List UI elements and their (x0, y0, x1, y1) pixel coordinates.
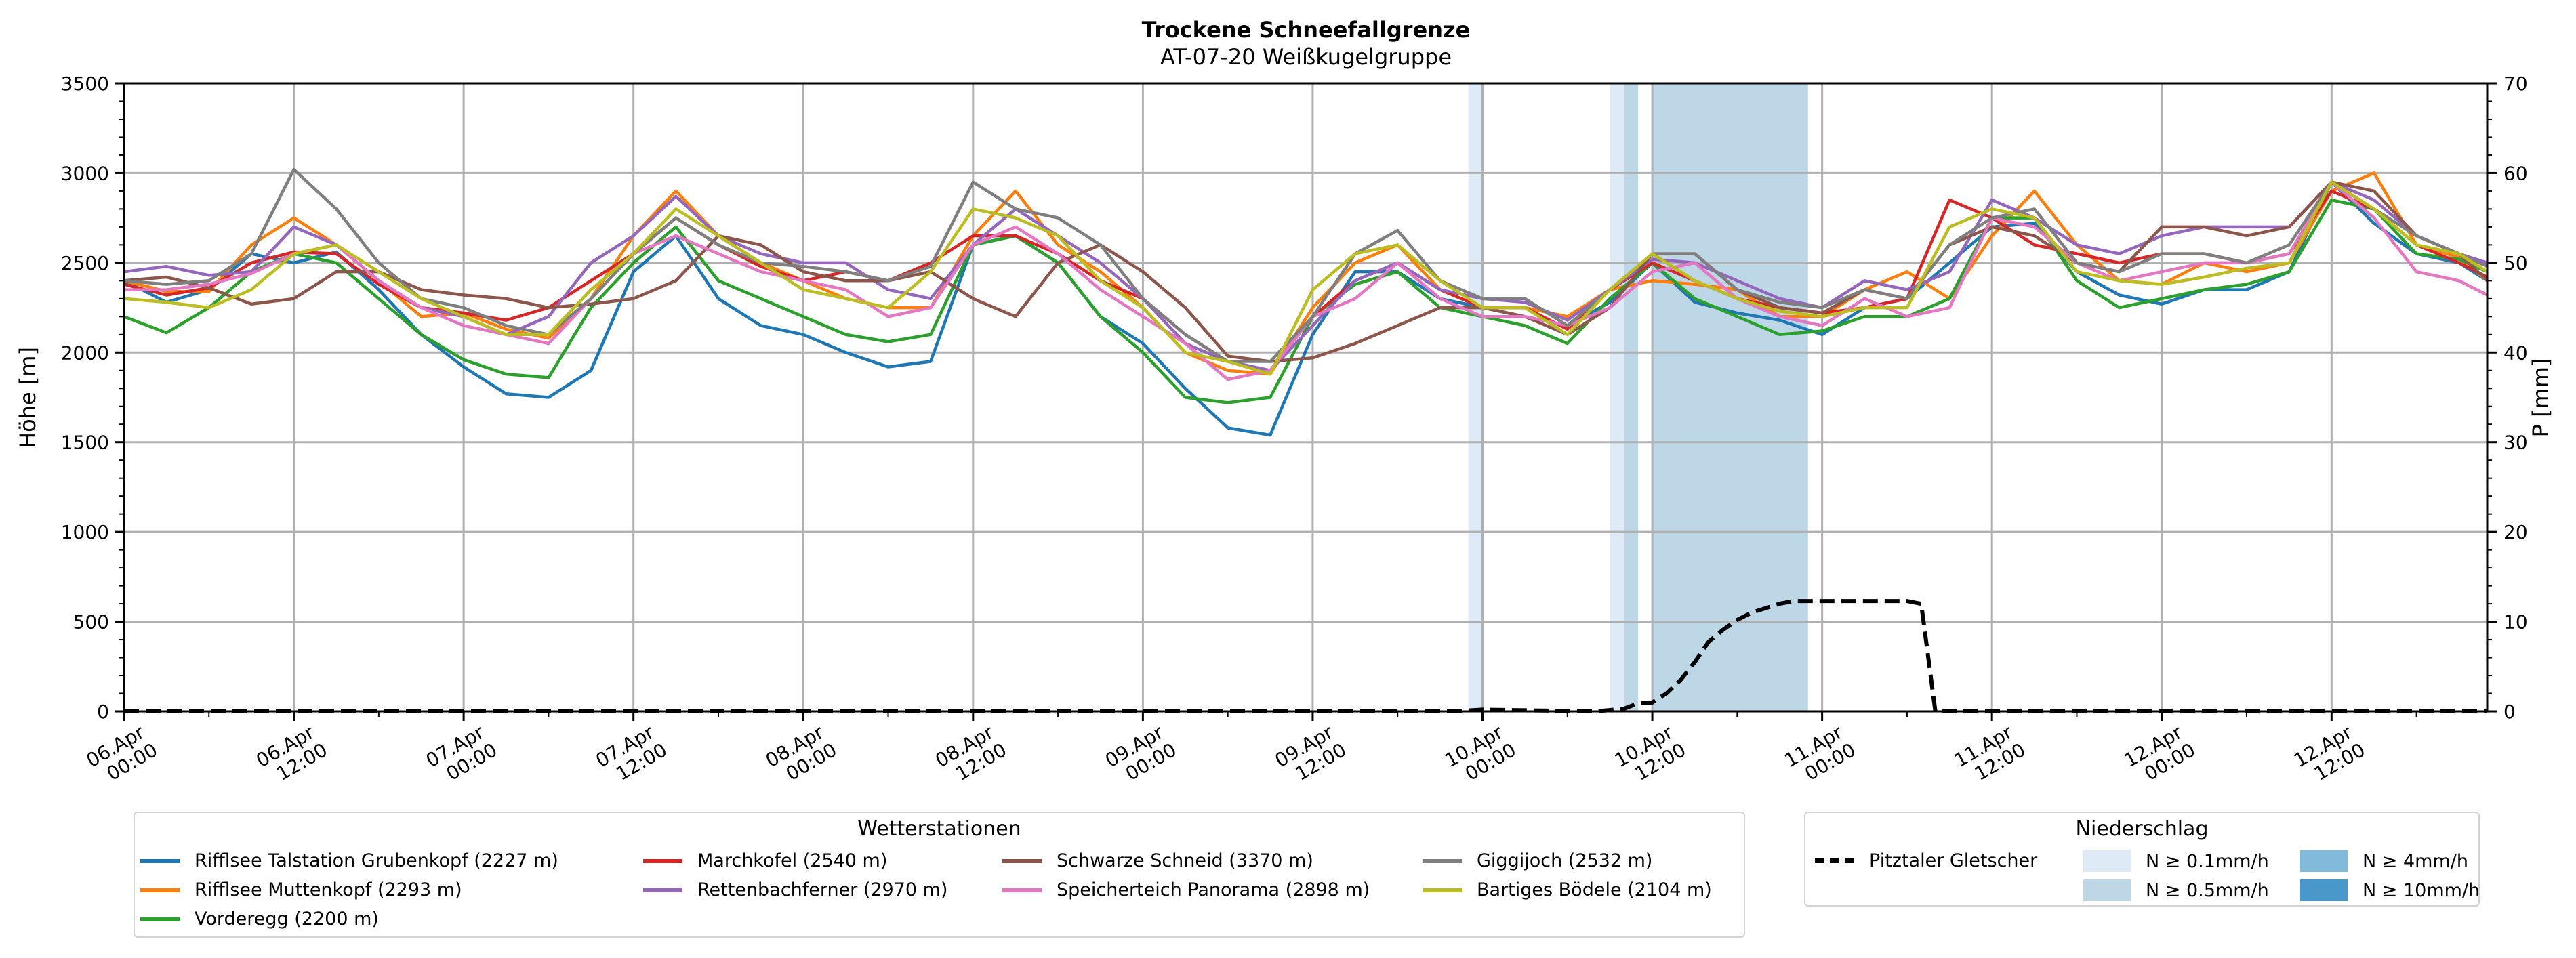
legend-item-station: Speicherteich Panorama (2898 m) (1002, 879, 1370, 900)
legend-label: N ≥ 4mm/h (2363, 850, 2468, 872)
legend-item-station: Bartiges Bödele (2104 m) (1423, 879, 1712, 900)
series-lines (123, 167, 2489, 437)
y-tick-label: 3500 (61, 72, 109, 95)
line-swatch (140, 858, 180, 863)
axes: 0 500 1000 1500 2000 2500 3000 3500 0 10 20 30 40 50 6… (61, 72, 2528, 785)
legend-label: Marchkofel (2540 m) (697, 850, 888, 871)
series-line-1 (123, 180, 2489, 437)
chart-subtitle: AT-07-20 Weißkugelgruppe (1160, 44, 1452, 70)
color-patch (2300, 879, 2348, 901)
line-swatch (1423, 858, 1462, 863)
y-right-tick-label: 0 (2503, 701, 2516, 723)
precip-line (124, 599, 2487, 714)
legend-item-station: Marchkofel (2540 m) (643, 850, 887, 871)
legend-item-precip-level: N ≥ 0.5mm/h (2083, 879, 2269, 901)
series-line-9 (123, 180, 2489, 376)
legend-label: Speicherteich Panorama (2898 m) (1057, 879, 1370, 900)
line-swatch (1423, 888, 1462, 892)
line-swatch (643, 888, 682, 892)
legend-label: Schwarze Schneid (3370 m) (1057, 850, 1313, 871)
legend-label: Giggijoch (2532 m) (1477, 850, 1653, 871)
legend-label: Rettenbachferner (2970 m) (697, 879, 948, 900)
legend-item-station: Schwarze Schneid (3370 m) (1002, 850, 1313, 871)
y-right-tick-label: 60 (2503, 162, 2528, 184)
y-axis-label: Höhe [m] (15, 347, 41, 449)
chart-title: Trockene Schneefallgrenze (1142, 17, 1471, 43)
precip-line-pitztaler-gletscher (124, 599, 2487, 714)
y-tick-label: 1500 (61, 432, 109, 454)
y-right-tick-label: 30 (2503, 432, 2528, 454)
dashed-line-swatch (1815, 858, 1854, 863)
y-tick-label: 500 (73, 611, 109, 633)
color-patch (2300, 850, 2348, 872)
legend-label: N ≥ 0.1mm/h (2146, 850, 2269, 872)
y-tick-label: 1000 (61, 521, 109, 543)
legend-precip-title: Niederschlag (2075, 817, 2209, 841)
series-line-5 (123, 180, 2488, 373)
line-swatch (1002, 888, 1042, 892)
legend-label: Rifflsee Talstation Grubenkopf (2227 m) (195, 850, 558, 871)
plot-frame (123, 82, 2489, 713)
legend-label: Rifflsee Muttenkopf (2293 m) (195, 879, 462, 900)
legend-stations-title: Wetterstationen (857, 817, 1021, 841)
y-tick-label: 2000 (61, 341, 109, 364)
line-swatch (643, 858, 682, 863)
series-line-8 (123, 167, 2488, 363)
legend-precip: Niederschlag Pitztaler Gletscher N ≥ 0.1… (1804, 812, 2480, 907)
precip-bands (1468, 83, 1808, 711)
y-right-tick-label: 40 (2503, 341, 2528, 364)
precip-band (1468, 83, 1483, 711)
y-right-tick-label: 10 (2503, 611, 2528, 633)
grid-lines (123, 82, 2487, 713)
legend-label: Bartiges Bödele (2104 m) (1477, 879, 1712, 900)
y-right-tick-label: 20 (2503, 521, 2528, 543)
legend-item-station: Vorderegg (2200 m) (140, 909, 379, 930)
color-patch (2083, 850, 2131, 872)
legend-item-precip-line: Pitztaler Gletscher (1815, 850, 2037, 871)
legend-item-station: Rifflsee Talstation Grubenkopf (2227 m) (140, 850, 558, 871)
precip-band (1624, 83, 1639, 711)
precip-band (1610, 83, 1624, 711)
legend-item-station: Giggijoch (2532 m) (1423, 850, 1652, 871)
y-right-tick-label: 50 (2503, 252, 2528, 274)
line-swatch (140, 917, 180, 921)
y-tick-label: 3000 (61, 162, 109, 184)
series-line-2 (123, 171, 2489, 376)
y-tick-label: 0 (97, 701, 109, 723)
chart-canvas: 0 500 1000 1500 2000 2500 3000 3500 0 10 20 30 40 50 6… (15, 17, 2554, 785)
legend-item-precip-level: N ≥ 0.1mm/h (2083, 850, 2269, 872)
legend-item-station: Rifflsee Muttenkopf (2293 m) (140, 879, 462, 900)
precip-band (1652, 83, 1808, 711)
y-axis-right-label: P [mm] (2528, 358, 2554, 438)
legend-stations: Wetterstationen Rifflsee Talstation Grub… (134, 812, 1745, 938)
legend-item-precip-level: N ≥ 10mm/h (2300, 879, 2480, 901)
legend-label: N ≥ 0.5mm/h (2146, 879, 2269, 901)
y-right-tick-label: 70 (2503, 72, 2528, 95)
line-swatch (1002, 858, 1042, 863)
line-swatch (140, 888, 180, 892)
legend-label: Pitztaler Gletscher (1869, 850, 2038, 871)
y-tick-label: 2500 (61, 252, 109, 274)
legend-label: Vorderegg (2200 m) (195, 909, 379, 930)
legend-item-precip-level: N ≥ 4mm/h (2300, 850, 2468, 872)
color-patch (2083, 879, 2131, 901)
legend-item-station: Rettenbachferner (2970 m) (643, 879, 948, 900)
legend-label: N ≥ 10mm/h (2363, 879, 2480, 901)
